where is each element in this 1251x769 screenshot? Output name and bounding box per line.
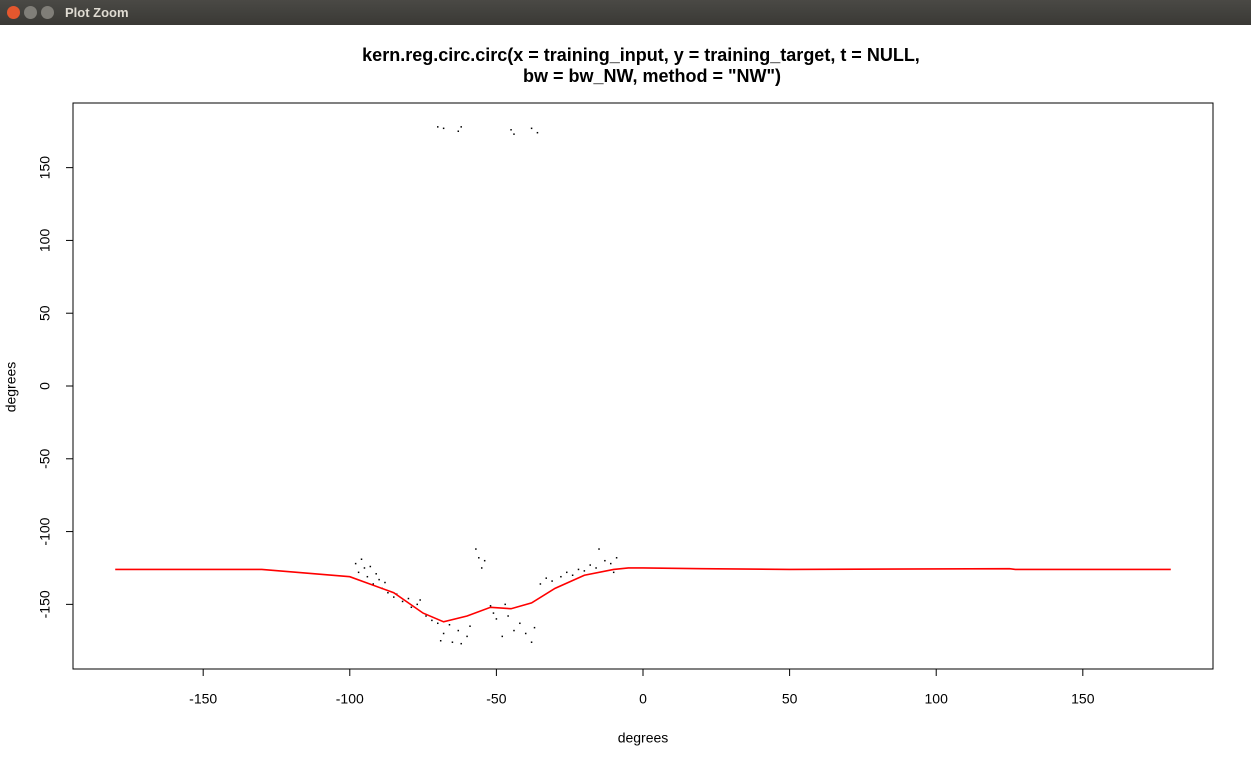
data-point: [604, 559, 606, 562]
data-point: [583, 570, 586, 572]
data-point: [513, 629, 515, 632]
data-point: [437, 622, 439, 625]
data-point: [615, 557, 618, 559]
data-point: [401, 600, 404, 603]
data-point: [612, 571, 615, 574]
y-tick-label: -150: [37, 590, 53, 618]
data-point: [387, 591, 389, 594]
chart-title: bw = bw_NW, method = "NW"): [523, 66, 781, 86]
data-point: [595, 567, 597, 569]
data-point: [507, 615, 509, 617]
data-point: [372, 583, 374, 585]
data-point: [504, 603, 506, 606]
data-point: [577, 568, 580, 571]
data-point: [501, 635, 504, 638]
data-point: [483, 559, 486, 562]
data-point: [369, 565, 372, 568]
x-tick-label: -100: [336, 691, 364, 707]
data-point: [378, 578, 380, 581]
data-point: [425, 615, 427, 617]
data-point: [393, 596, 395, 598]
data-point: [384, 581, 386, 584]
data-point: [439, 640, 442, 642]
data-point: [407, 597, 410, 600]
data-point: [469, 625, 471, 627]
close-button[interactable]: [7, 6, 20, 19]
x-tick-label: 150: [1071, 691, 1095, 707]
data-point: [437, 126, 439, 128]
data-point: [519, 622, 521, 625]
data-point: [466, 635, 468, 638]
chart-title: kern.reg.circ.circ(x = training_input, y…: [362, 45, 920, 65]
data-point: [442, 632, 445, 635]
y-tick-label: 100: [37, 229, 53, 253]
data-point: [513, 133, 515, 135]
data-point: [571, 574, 574, 576]
data-point: [475, 548, 477, 550]
data-point: [530, 641, 533, 643]
y-tick-label: 50: [37, 305, 53, 321]
data-point: [589, 564, 591, 566]
data-point: [533, 626, 536, 629]
data-point: [354, 562, 357, 565]
data-point: [536, 131, 539, 134]
x-tick-label: 0: [639, 691, 647, 707]
data-point: [478, 557, 480, 559]
y-axis-label: degrees: [3, 362, 19, 413]
data-point: [451, 641, 454, 643]
maximize-button[interactable]: [41, 6, 54, 19]
data-point: [375, 573, 377, 575]
data-point: [442, 127, 445, 130]
title-bar: Plot Zoom: [0, 0, 1251, 25]
data-point: [551, 580, 553, 582]
data-point: [366, 575, 369, 578]
data-point: [539, 583, 542, 585]
data-point: [480, 567, 483, 569]
data-point: [495, 618, 498, 620]
x-tick-label: 100: [925, 691, 949, 707]
x-tick-label: -50: [486, 691, 506, 707]
chart: kern.reg.circ.circ(x = training_input, y…: [3, 45, 1214, 746]
data-point: [431, 619, 433, 622]
y-tick-label: -50: [37, 448, 53, 468]
data-point: [460, 126, 462, 128]
data-point: [524, 632, 527, 635]
data-point: [448, 623, 451, 626]
data-point: [510, 129, 512, 131]
minimize-button[interactable]: [24, 6, 37, 19]
data-point: [360, 558, 363, 560]
data-point: [457, 130, 460, 132]
data-point: [416, 603, 418, 606]
data-point: [598, 548, 600, 550]
data-point: [419, 599, 421, 601]
data-point: [410, 606, 413, 609]
y-tick-label: -100: [37, 517, 53, 545]
data-point: [560, 575, 562, 578]
data-point: [609, 562, 612, 565]
data-point: [457, 629, 460, 632]
data-point: [566, 571, 568, 574]
data-point: [489, 605, 492, 607]
data-point: [545, 577, 547, 579]
data-point: [460, 642, 462, 645]
y-tick-label: 0: [37, 382, 53, 390]
x-axis-label: degrees: [618, 730, 669, 746]
data-point: [357, 571, 360, 574]
data-point: [492, 612, 495, 614]
data-point: [530, 127, 533, 130]
data-point: [363, 567, 366, 569]
plot-frame: [72, 102, 1214, 670]
x-tick-label: -150: [189, 691, 217, 707]
regression-line: [115, 567, 1171, 623]
window-title: Plot Zoom: [65, 5, 129, 20]
y-tick-label: 150: [37, 156, 53, 180]
x-tick-label: 50: [782, 691, 798, 707]
